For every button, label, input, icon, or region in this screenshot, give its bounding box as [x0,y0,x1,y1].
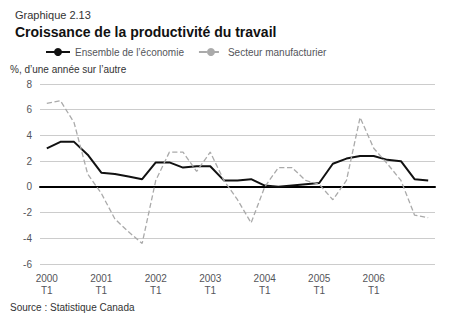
svg-text:2005: 2005 [308,273,331,284]
svg-text:Ensemble de l’économie: Ensemble de l’économie [75,47,184,58]
svg-text:T1: T1 [150,285,162,296]
svg-text:2001: 2001 [90,273,113,284]
svg-text:2006: 2006 [363,273,386,284]
svg-text:2000: 2000 [36,273,59,284]
svg-text:-6: -6 [23,259,32,270]
svg-text:T1: T1 [204,285,216,296]
svg-text:2002: 2002 [145,273,168,284]
svg-text:T1: T1 [259,285,271,296]
svg-text:Secteur manufacturier: Secteur manufacturier [228,47,327,58]
svg-text:-4: -4 [23,233,32,244]
svg-text:T1: T1 [41,285,53,296]
svg-text:T1: T1 [313,285,325,296]
svg-text:Croissance de la productivité: Croissance de la productivité du travail [15,24,276,40]
svg-text:Source : Statistique Canada: Source : Statistique Canada [10,302,135,313]
svg-text:2004: 2004 [254,273,277,284]
svg-text:T1: T1 [95,285,107,296]
svg-text:6: 6 [26,104,32,115]
svg-text:2: 2 [26,156,32,167]
svg-text:4: 4 [26,130,32,141]
svg-text:%, d’une année sur l’autre: %, d’une année sur l’autre [10,64,127,75]
svg-text:0: 0 [26,181,32,192]
svg-text:-2: -2 [23,207,32,218]
svg-text:2003: 2003 [199,273,222,284]
svg-text:8: 8 [26,79,32,90]
svg-text:Graphique 2.13: Graphique 2.13 [15,9,91,21]
svg-text:T1: T1 [368,285,380,296]
